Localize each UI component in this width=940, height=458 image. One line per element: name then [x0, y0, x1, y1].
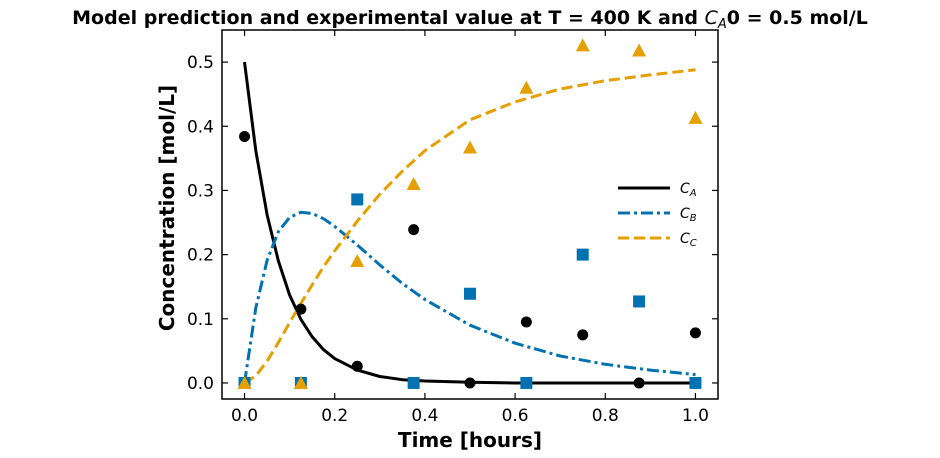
legend-label-var: C	[680, 231, 690, 247]
y-tick-label: 0.5	[187, 53, 214, 73]
x-tick-label: 0.8	[592, 406, 619, 426]
chart-title-var: C	[705, 7, 719, 29]
data-point-circle	[577, 329, 589, 341]
data-point-triangle	[575, 38, 590, 52]
legend-label-a: CA	[680, 181, 697, 199]
data-point-circle	[633, 377, 645, 389]
data-point-triangle	[632, 43, 647, 57]
x-tick-label: 0.4	[411, 406, 438, 426]
legend-label-var: C	[680, 181, 690, 197]
legend-label-var: C	[680, 206, 690, 222]
data-point-circle	[408, 224, 420, 236]
data-point-triangle	[293, 375, 308, 389]
y-tick-label: 0.3	[187, 181, 214, 201]
data-point-circle	[295, 303, 307, 315]
data-point-triangle	[463, 140, 477, 154]
series-layer	[243, 61, 696, 385]
legend-label-c: CC	[680, 231, 697, 249]
data-point-circle	[520, 316, 532, 328]
data-point-triangle	[406, 177, 421, 191]
data-point-triangle	[519, 80, 534, 94]
chart-title-sub: A	[717, 17, 727, 32]
x-axis-label: Time [hours]	[398, 428, 542, 452]
data-point-square	[633, 295, 646, 308]
data-point-circle	[689, 327, 701, 339]
data-point-square	[351, 193, 364, 206]
y-tick-label: 0.4	[187, 117, 214, 137]
tick-layer: 0.0 0.2 0.4 0.6 0.8 1.0 0.0 0.1 0.2 0.3 0.4 0.5	[187, 30, 718, 426]
chart-title-prefix: Model prediction and experimental value …	[72, 7, 704, 29]
y-tick-label: 0.2	[187, 246, 214, 266]
y-tick-label: 0.0	[187, 374, 214, 394]
plot-frame	[221, 29, 719, 400]
data-point-square	[464, 287, 476, 300]
y-tick-label: 0.1	[187, 310, 214, 330]
legend-label-sub: B	[690, 213, 697, 224]
y-axis-label: Concentration [mol/L]	[155, 85, 179, 331]
x-tick-label: 0.2	[321, 406, 348, 426]
series-line-c-a	[243, 61, 696, 385]
legend-label-sub: C	[690, 238, 697, 249]
data-point-circle	[351, 360, 363, 372]
legend-label-b: CB	[680, 206, 697, 224]
series-line-c-c	[243, 68, 696, 385]
data-point-square	[520, 376, 533, 389]
legend-label-sub: A	[689, 188, 697, 199]
x-tick-label: 1.0	[682, 406, 709, 426]
data-point-triangle	[688, 110, 703, 124]
data-point-square	[407, 376, 420, 389]
data-point-circle	[464, 377, 476, 389]
x-tick-label: 0.6	[502, 406, 529, 426]
data-point-triangle	[237, 375, 252, 389]
x-tick-label: 0.0	[231, 406, 258, 426]
data-point-triangle	[350, 254, 365, 268]
data-point-circle	[239, 131, 251, 143]
marker-layer	[237, 38, 703, 389]
chart-title-suffix: 0 = 0.5 mol/L	[727, 7, 868, 29]
data-point-square	[689, 376, 702, 389]
data-point-square	[576, 248, 589, 261]
chart-title: Model prediction and experimental value …	[72, 7, 868, 32]
series-line-c-b	[243, 210, 696, 384]
